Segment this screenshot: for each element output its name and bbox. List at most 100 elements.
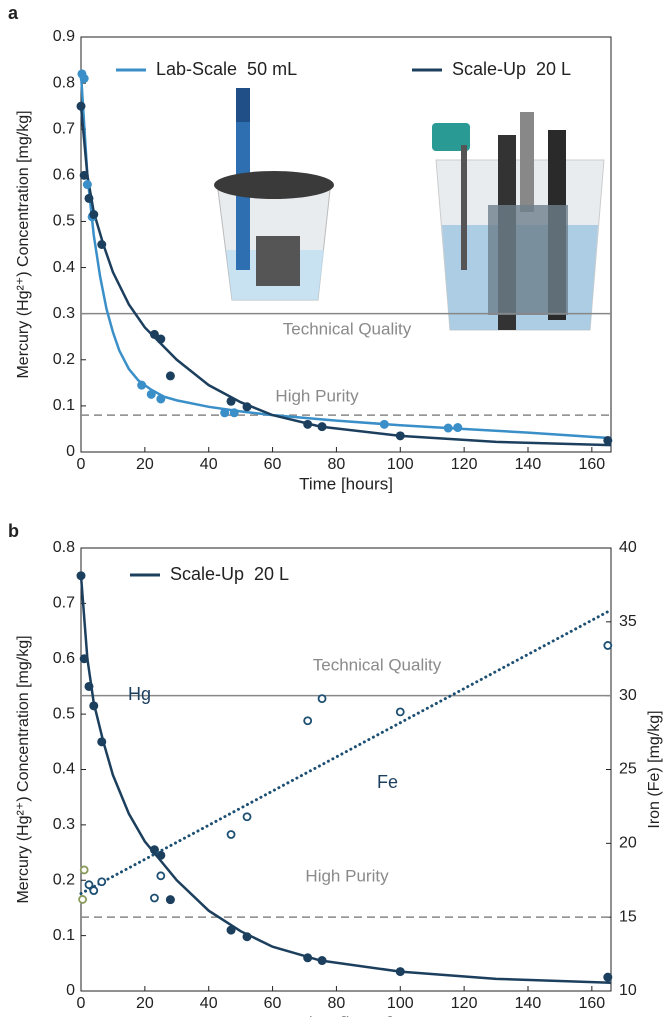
reference-label: High Purity xyxy=(305,866,389,885)
panel-label: b xyxy=(8,521,19,541)
data-point xyxy=(603,641,613,650)
y2-axis-label: Iron (Fe) [mg/kg] xyxy=(646,710,663,828)
x-tick-label: 0 xyxy=(77,456,86,473)
y2-tick-label: 15 xyxy=(619,908,637,925)
data-point xyxy=(78,895,87,904)
y2-tick-label: 35 xyxy=(619,613,637,630)
x-tick-label: 140 xyxy=(515,995,542,1012)
scale-up-illustration xyxy=(432,112,605,331)
y2-tick-label: 40 xyxy=(619,539,637,556)
x-tick-label: 160 xyxy=(578,456,605,473)
plot-frame xyxy=(80,36,612,453)
chart-panel: b 0 20 40 60 80 100 120 140 160 0 0.1 0.2 0.3 0.4 0.5 0.… xyxy=(8,521,663,1017)
data-point xyxy=(82,180,92,190)
y-tick-label: 0.8 xyxy=(53,539,75,556)
data-point xyxy=(220,408,230,418)
data-point xyxy=(146,389,156,399)
x-tick-label: 80 xyxy=(328,995,346,1012)
series-line xyxy=(79,106,612,447)
data-point xyxy=(303,953,313,963)
chart-panel: a 0 20 40 60 80 100 120 140 160 0 0.1 0.2 0.3 0.4 0.5 0.… xyxy=(8,3,613,493)
data-point xyxy=(226,396,236,406)
data-point xyxy=(317,956,327,966)
x-tick-label: 0 xyxy=(77,995,86,1012)
data-point xyxy=(79,74,89,83)
y-tick-label: 0.5 xyxy=(53,705,75,722)
data-point xyxy=(76,101,86,111)
data-point xyxy=(76,571,86,581)
x-tick-label: 40 xyxy=(200,995,218,1012)
y-tick-label: 0.5 xyxy=(53,213,75,230)
data-point xyxy=(156,871,166,881)
y-tick-label: 0 xyxy=(66,982,75,999)
legend-label: Scale-Up 20 L xyxy=(170,564,289,584)
legend-label: Scale-Up 20 L xyxy=(452,59,571,79)
x-tick-label: 120 xyxy=(451,456,478,473)
data-point xyxy=(79,865,89,875)
y2-tick-label: 30 xyxy=(619,687,637,704)
data-point xyxy=(379,419,389,429)
y2-tick-label: 20 xyxy=(619,835,637,852)
y-tick-label: 0.7 xyxy=(53,120,75,137)
data-point xyxy=(150,893,159,903)
series-line xyxy=(79,575,612,984)
panel-label: a xyxy=(8,3,19,23)
data-point xyxy=(79,654,89,664)
data-point xyxy=(84,880,94,890)
x-tick-label: 60 xyxy=(264,456,282,473)
reference-label: Technical Quality xyxy=(313,655,442,674)
annotation: Hg xyxy=(128,684,151,704)
data-point xyxy=(303,716,313,726)
data-point xyxy=(226,925,236,935)
y-tick-label: 0.2 xyxy=(53,871,75,888)
data-point xyxy=(395,967,405,977)
data-point xyxy=(79,170,89,180)
data-point xyxy=(242,932,252,942)
plot-frame xyxy=(80,547,612,992)
data-point xyxy=(97,737,107,747)
data-point xyxy=(89,886,99,895)
y-tick-label: 0.3 xyxy=(53,816,75,833)
data-point xyxy=(165,895,175,905)
y-tick-label: 0 xyxy=(66,443,75,460)
x-axis-label: Time [hours] xyxy=(299,1013,393,1017)
data-point xyxy=(229,408,239,418)
y-axis-label: Mercury (Hg²⁺) Concentration [mg/kg] xyxy=(15,110,32,378)
data-point xyxy=(97,240,107,249)
reference-label: Technical Quality xyxy=(283,319,412,338)
data-point xyxy=(89,701,99,711)
data-point xyxy=(395,431,405,441)
y-tick-label: 0.4 xyxy=(53,761,75,778)
annotation: Fe xyxy=(377,772,398,792)
x-tick-label: 140 xyxy=(515,456,542,473)
data-point xyxy=(443,423,453,433)
lab-scale-illustration xyxy=(214,88,334,301)
data-point xyxy=(317,422,327,432)
y-tick-label: 0.3 xyxy=(53,305,75,322)
data-point xyxy=(84,681,94,691)
data-point xyxy=(84,193,94,203)
data-point xyxy=(242,402,252,412)
data-point xyxy=(395,707,405,717)
x-tick-label: 160 xyxy=(578,995,605,1012)
y-tick-label: 0.8 xyxy=(53,74,75,91)
x-tick-label: 120 xyxy=(451,995,478,1012)
data-point xyxy=(603,435,613,445)
y2-tick-label: 25 xyxy=(619,761,637,778)
series-line xyxy=(79,73,612,440)
x-tick-label: 60 xyxy=(264,995,282,1012)
y2-tick-label: 10 xyxy=(619,982,637,999)
data-point xyxy=(242,812,252,822)
x-tick-label: 80 xyxy=(328,456,346,473)
data-point xyxy=(97,877,107,887)
y-axis-label: Mercury (Hg²⁺) Concentration [mg/kg] xyxy=(15,635,32,903)
data-point xyxy=(165,371,175,381)
y-tick-label: 0.4 xyxy=(53,259,75,276)
data-point xyxy=(453,423,463,433)
y-tick-label: 0.1 xyxy=(53,397,75,414)
data-point xyxy=(226,830,236,839)
y-tick-label: 0.1 xyxy=(53,927,75,944)
x-tick-label: 20 xyxy=(136,995,154,1012)
x-tick-label: 40 xyxy=(200,456,218,473)
